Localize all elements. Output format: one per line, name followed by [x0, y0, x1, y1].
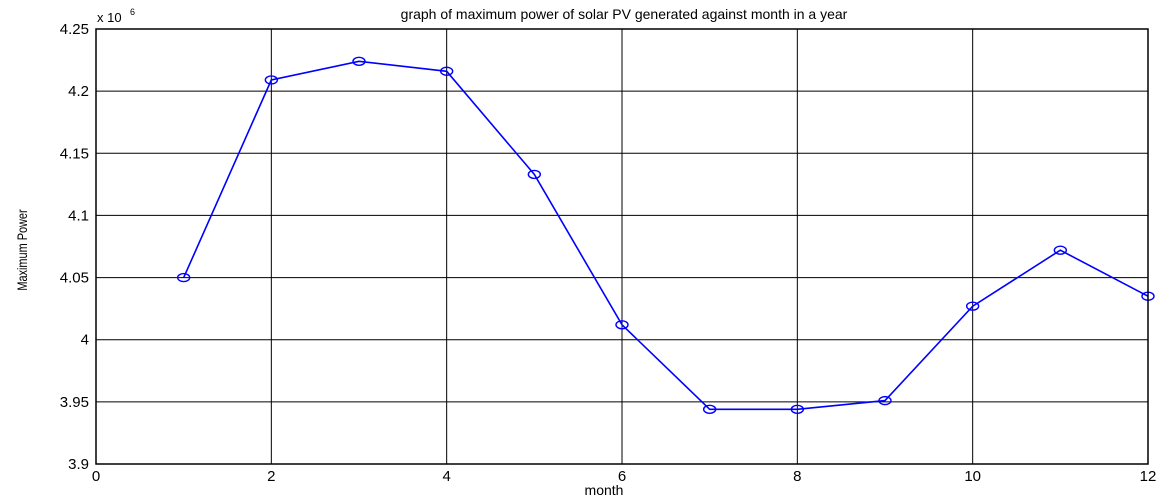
- y-tick-label: 3.9: [68, 456, 89, 473]
- chart-title: graph of maximum power of solar PV gener…: [401, 6, 848, 22]
- data-point-marker: [352, 56, 366, 67]
- data-point-marker: [965, 301, 980, 311]
- x-axis-ticks: 0 2 4 6 8 10 12: [92, 468, 1157, 485]
- series-line: [182, 60, 1149, 411]
- y-tick-label: 4.25: [60, 21, 89, 38]
- y-tick-label: 4.15: [60, 145, 89, 162]
- x-tick-label: 0: [92, 468, 100, 485]
- y-tick-label: 4.1: [68, 207, 89, 224]
- data-point-marker: [527, 169, 542, 180]
- data-point-marker: [1053, 245, 1068, 255]
- series: [176, 56, 1155, 415]
- y-multiplier-text: x 10: [97, 10, 122, 25]
- data-point-marker: [439, 66, 454, 76]
- y-axis-multiplier: x 10 6: [97, 7, 135, 25]
- y-tick-label: 3.95: [60, 394, 89, 411]
- data-point-marker: [615, 320, 629, 330]
- data-point-marker: [264, 75, 279, 85]
- plot-frame: [95, 28, 1149, 465]
- data-point-marker: [790, 404, 805, 415]
- grid: [96, 29, 1148, 464]
- y-tick-label: 4.05: [60, 270, 89, 287]
- data-point-marker: [176, 272, 191, 283]
- data-point-marker: [878, 395, 892, 406]
- x-tick-label: 4: [442, 468, 450, 485]
- y-tick-label: 4.2: [68, 83, 89, 100]
- x-tick-label: 10: [964, 468, 981, 485]
- y-axis-ticks: 3.9 3.95 4 4.05 4.1 4.15 4.2 4.25: [60, 21, 89, 473]
- y-tick-label: 4: [81, 332, 89, 349]
- data-point-marker: [702, 404, 717, 415]
- y-multiplier-exponent: 6: [130, 7, 135, 17]
- x-tick-label: 12: [1140, 468, 1157, 485]
- x-tick-label: 8: [793, 468, 801, 485]
- y-axis-label: Maximum Power: [15, 209, 31, 290]
- x-tick-label: 2: [267, 468, 275, 485]
- x-tick-label: 6: [618, 468, 626, 485]
- x-axis-label: month: [585, 482, 624, 498]
